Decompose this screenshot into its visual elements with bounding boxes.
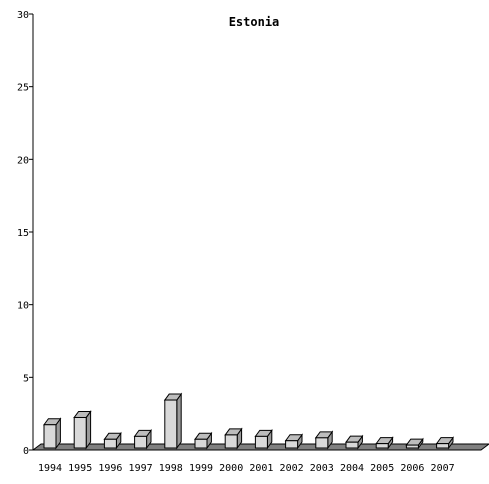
- bar-2005: [375, 436, 394, 450]
- bar-2004: [345, 434, 364, 450]
- y-tick-label: 30: [17, 10, 29, 21]
- bar-2001: [254, 428, 273, 450]
- bar-front: [375, 443, 389, 449]
- bar-2006: [405, 437, 424, 450]
- y-tick-label: 20: [17, 155, 29, 166]
- bar-front: [134, 435, 148, 449]
- bar-1996: [103, 431, 122, 450]
- bar-2000: [224, 427, 243, 450]
- bar-1994: [43, 417, 62, 450]
- bar-2003: [314, 430, 334, 450]
- bar-front: [194, 438, 208, 449]
- bar-front: [43, 424, 57, 449]
- y-tick-label: 0: [23, 446, 29, 457]
- chart-title: Estonia: [229, 15, 280, 29]
- x-tick-label: 1995: [68, 463, 92, 474]
- x-tick-label: 2006: [400, 463, 424, 474]
- bar-2002: [284, 433, 303, 450]
- x-tick-label: 1997: [129, 463, 153, 474]
- x-tick-label: 1994: [38, 463, 62, 474]
- y-axis: 0 5 10 15 20 25 30: [17, 10, 34, 457]
- bar-1997: [133, 428, 152, 450]
- bar-front: [254, 435, 268, 449]
- bar-front: [315, 437, 329, 449]
- x-tick-label: 1996: [98, 463, 122, 474]
- bar-1995: [73, 409, 92, 450]
- x-tick-label: 2005: [370, 463, 394, 474]
- bar-front: [73, 416, 87, 449]
- y-tick-label: 5: [23, 373, 29, 384]
- bar-front: [164, 399, 178, 449]
- bar-side: [176, 392, 182, 450]
- bars: [43, 392, 454, 450]
- x-tick-label: 1999: [189, 463, 213, 474]
- x-tick-label: 2003: [310, 463, 334, 474]
- x-tick-label: 2004: [340, 463, 364, 474]
- x-axis-labels: 1994 1995 1996 1997 1998 1999 2000 2001 2002 2003…: [38, 463, 455, 474]
- bar-front: [405, 444, 419, 449]
- bar-front: [224, 434, 238, 449]
- bar-front: [103, 438, 117, 449]
- bar-1998: [163, 392, 183, 450]
- y-tick-label: 10: [17, 301, 29, 312]
- bar-front: [345, 441, 359, 449]
- x-tick-label: 2002: [280, 463, 304, 474]
- bar-front: [285, 440, 299, 449]
- x-tick-label: 2000: [219, 463, 243, 474]
- y-tick-label: 15: [17, 228, 29, 239]
- y-tick-label: 25: [17, 83, 29, 94]
- bar-2007: [435, 436, 454, 450]
- bar-front: [436, 443, 450, 449]
- x-tick-label: 2001: [249, 463, 273, 474]
- x-tick-label: 2007: [431, 463, 455, 474]
- x-tick-label: 1998: [159, 463, 183, 474]
- bar-1999: [194, 431, 213, 450]
